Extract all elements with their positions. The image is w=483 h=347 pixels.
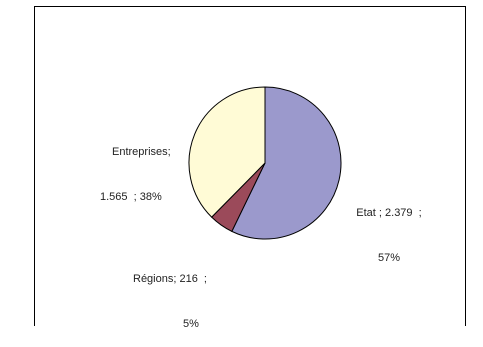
label-entreprises-line2: 1.565 ; 38% bbox=[100, 191, 162, 203]
label-entreprises: Entreprises; 1.565 ; 38% bbox=[100, 115, 192, 220]
pie-slice-entreprises bbox=[188, 86, 266, 218]
label-regions-line1: Régions; 216 ; bbox=[133, 273, 207, 285]
label-regions-line2: 5% bbox=[183, 318, 199, 330]
label-etat-line1: Etat ; 2.379 ; bbox=[356, 207, 422, 219]
label-etat: Etat ; 2.379 ; 57% bbox=[344, 176, 434, 281]
pie-slice-etat bbox=[231, 86, 342, 240]
chart-area bbox=[34, 6, 466, 326]
pie-chart bbox=[188, 86, 342, 240]
label-entreprises-line1: Entreprises; bbox=[112, 146, 171, 158]
label-etat-line2: 57% bbox=[377, 252, 401, 264]
label-regions: Régions; 216 ; 5% bbox=[122, 242, 218, 347]
